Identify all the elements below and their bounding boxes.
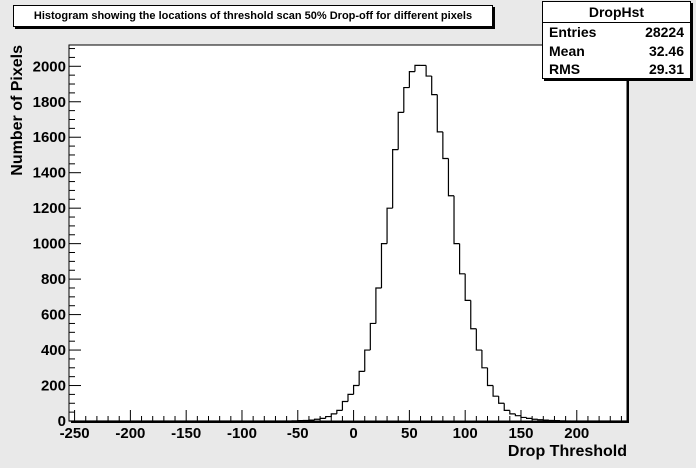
histogram-bin [392, 149, 399, 209]
histogram-bin [442, 131, 449, 160]
stats-rms-label: RMS [549, 61, 581, 77]
y-tick-label: 1400 [33, 165, 66, 182]
histogram-bin [481, 350, 488, 369]
x-tick-label: 50 [401, 425, 418, 442]
stats-mean-label: Mean [549, 42, 585, 59]
histogram-bin [364, 349, 371, 372]
histogram-bin [464, 273, 471, 301]
x-tick-label: -150 [171, 425, 201, 442]
y-tick-label: 0 [58, 413, 66, 430]
y-tick-label: 1000 [33, 236, 66, 253]
histogram-bin [447, 158, 455, 197]
histogram-bin [336, 409, 343, 414]
histogram-bin [408, 71, 415, 88]
histogram-bin [525, 417, 533, 419]
histogram-bin [380, 243, 388, 288]
stats-entries-label: Entries [549, 24, 597, 40]
histogram-bin [313, 418, 321, 421]
histogram-bin [341, 400, 348, 411]
x-tick-label: -100 [227, 425, 257, 442]
histogram-bin [431, 76, 438, 96]
stats-title: DropHst [543, 2, 690, 23]
histogram-bin [352, 384, 360, 395]
x-tick-label: 100 [453, 425, 478, 442]
histogram-bin [375, 287, 382, 324]
histogram-bin [537, 419, 544, 421]
y-tick-label: 1600 [33, 129, 66, 146]
stats-row-mean: Mean 32.46 [543, 42, 690, 61]
histogram-bin [347, 393, 354, 402]
histogram-bin [386, 207, 393, 244]
histogram-bin [459, 243, 466, 275]
y-tick-label: 1800 [33, 94, 66, 111]
plot-frame [68, 44, 628, 422]
stats-box: DropHst Entries 28224 Mean 32.46 RMS 29.… [542, 1, 691, 79]
y-tick-label: 400 [41, 342, 66, 359]
histogram-bin [509, 410, 516, 415]
x-tick-label: -250 [60, 425, 90, 442]
chart-title-box: Histogram showing the locations of thres… [13, 5, 493, 27]
x-tick-label: 200 [564, 425, 589, 442]
histogram-bin [503, 403, 510, 411]
stats-rms-value: 29.31 [648, 61, 684, 77]
histogram-bin [492, 385, 499, 397]
y-tick-label: 2000 [33, 58, 66, 75]
histogram-bin [425, 65, 432, 77]
x-tick-label: 150 [508, 425, 533, 442]
histogram-bin [470, 300, 477, 330]
y-tick-label: 1200 [33, 200, 66, 217]
histogram-bin [514, 413, 521, 417]
histogram-bin [453, 195, 460, 245]
histogram-bin [403, 86, 410, 113]
x-tick-label: -200 [115, 425, 145, 442]
y-tick-label: 600 [41, 307, 66, 324]
chart-title: Histogram showing the locations of thres… [33, 10, 473, 22]
histogram-bin [358, 370, 365, 386]
stats-row-rms: RMS 29.31 [543, 60, 690, 79]
y-axis-label: Number of Pixels [9, 45, 26, 176]
stats-row-entries: Entries 28224 [543, 23, 690, 42]
histogram-bin [498, 396, 505, 404]
histogram-bin [486, 367, 494, 387]
stats-mean-value: 32.46 [648, 42, 684, 59]
histogram-bin [397, 111, 404, 150]
y-tick-label: 200 [41, 378, 66, 395]
y-tick-label: 800 [41, 271, 66, 288]
histogram-bin [475, 328, 482, 351]
x-tick-label: -50 [287, 425, 309, 442]
histogram-bin [436, 94, 443, 133]
x-axis-label: Drop Threshold [508, 443, 627, 460]
histogram-bin [325, 415, 332, 419]
histogram-bin [330, 413, 337, 417]
stats-entries-value: 28224 [645, 24, 684, 40]
histogram-bin [414, 64, 421, 72]
x-tick-label: 0 [349, 425, 357, 442]
histogram-bin [369, 322, 376, 351]
